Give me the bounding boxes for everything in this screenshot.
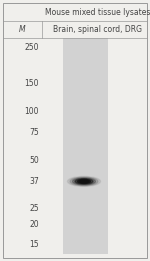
Ellipse shape <box>79 180 89 183</box>
Bar <box>63 38 108 254</box>
Ellipse shape <box>70 177 98 186</box>
Ellipse shape <box>75 179 93 184</box>
Ellipse shape <box>68 176 100 186</box>
Text: 37: 37 <box>29 177 39 186</box>
Text: 75: 75 <box>29 128 39 137</box>
Text: 50: 50 <box>29 156 39 165</box>
Text: 25: 25 <box>29 204 39 213</box>
Ellipse shape <box>72 178 96 185</box>
Ellipse shape <box>77 179 91 183</box>
Text: 15: 15 <box>29 240 39 249</box>
Text: M: M <box>19 25 26 34</box>
Text: 250: 250 <box>24 43 39 52</box>
Text: 100: 100 <box>24 108 39 116</box>
Text: Brain, spinal cord, DRG: Brain, spinal cord, DRG <box>53 25 142 34</box>
Text: 150: 150 <box>24 79 39 88</box>
Text: 20: 20 <box>29 220 39 229</box>
Text: Mouse mixed tissue lysates: Mouse mixed tissue lysates <box>45 8 150 16</box>
